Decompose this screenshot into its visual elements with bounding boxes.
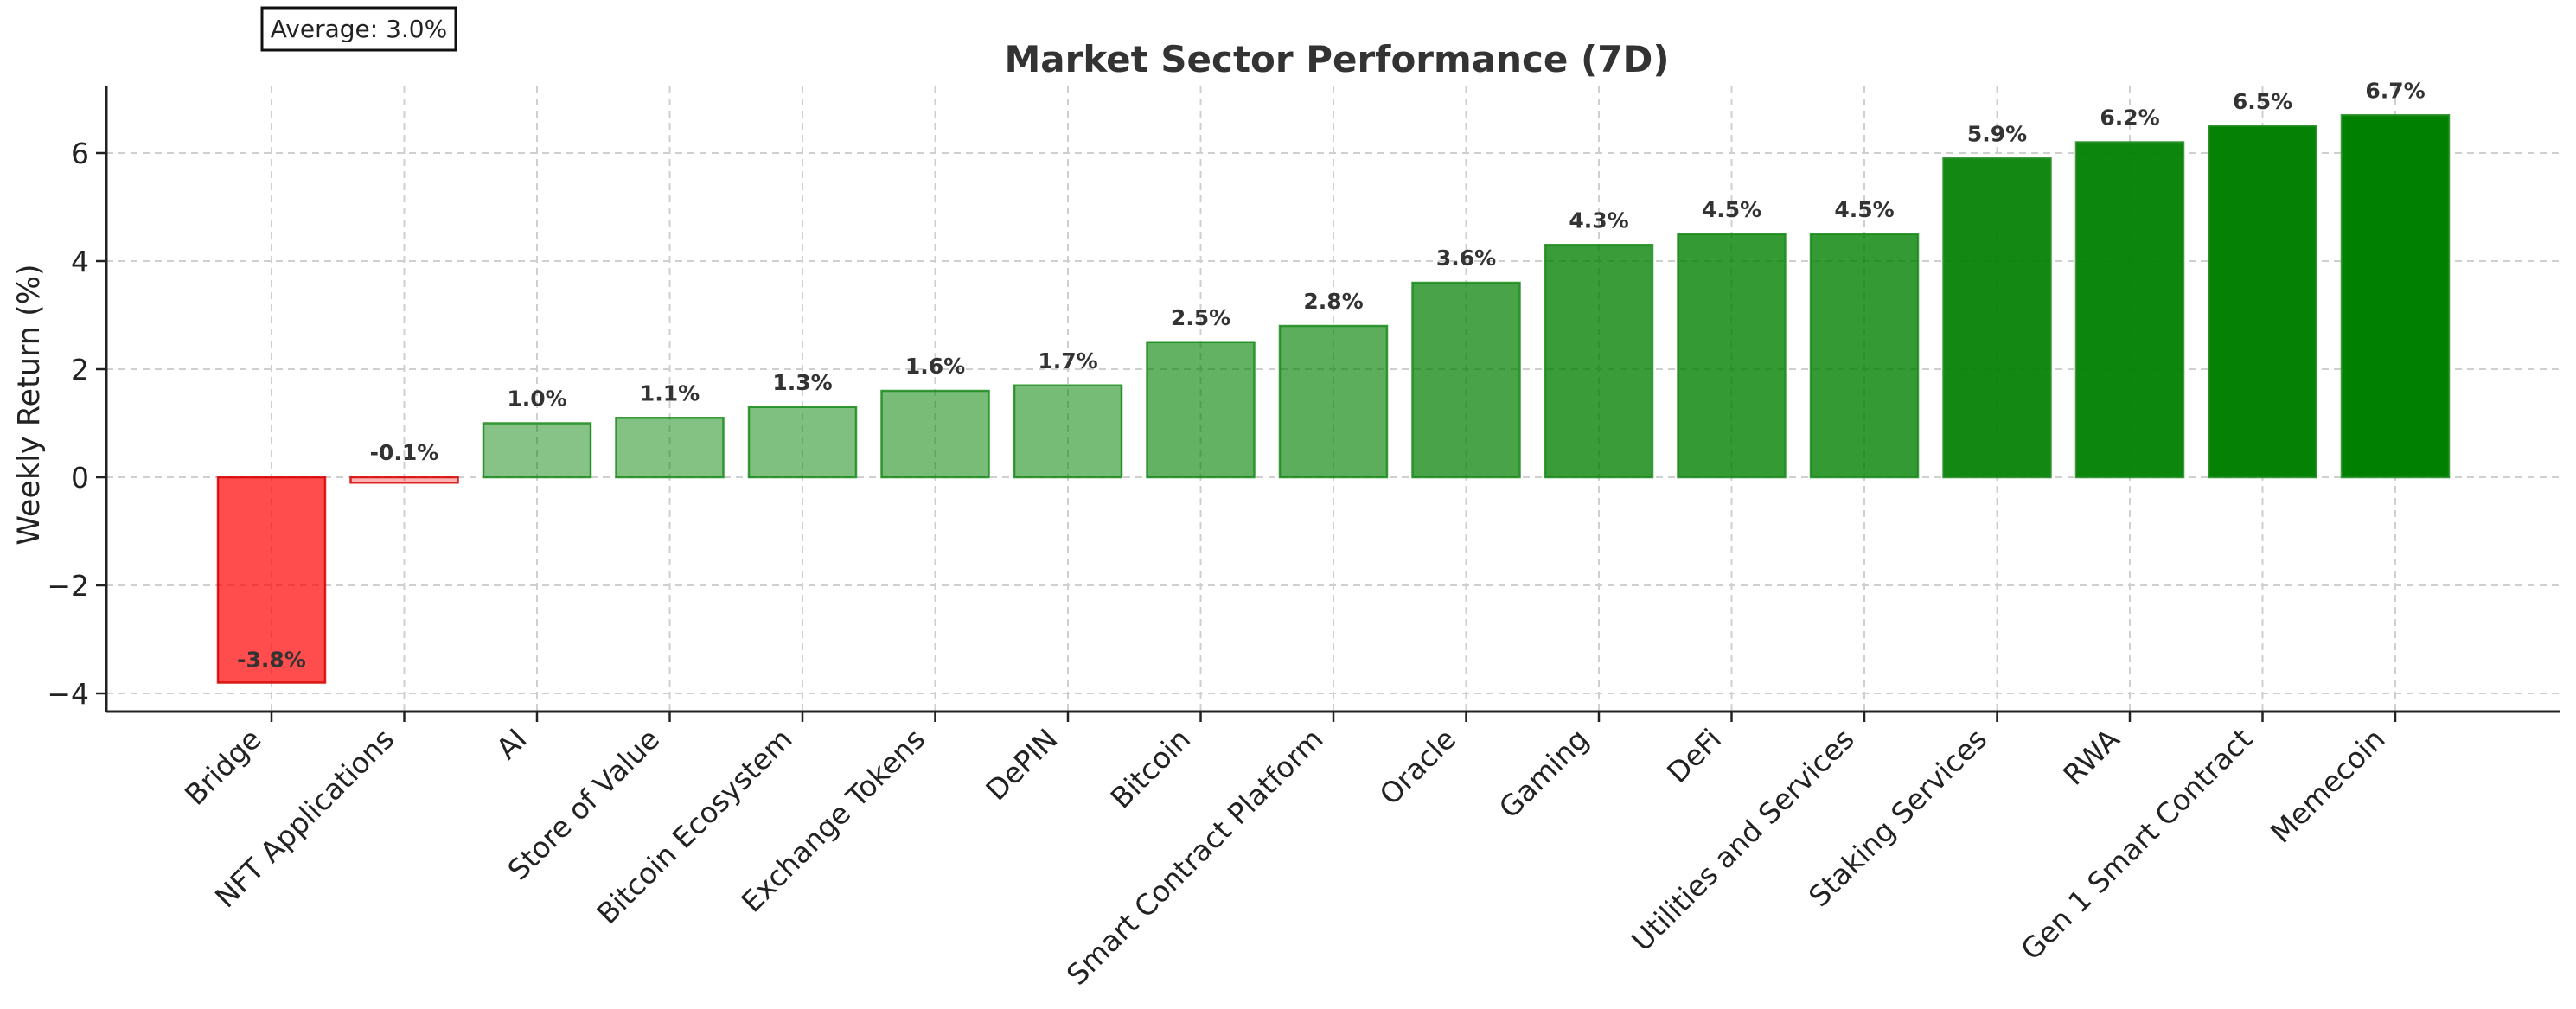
data-label: 2.8% <box>1303 289 1363 314</box>
bar-layer <box>216 114 2451 684</box>
bar-gaming <box>1544 244 1654 479</box>
data-label: 4.5% <box>1702 197 1761 222</box>
x-tick-label: Bitcoin <box>1104 722 1198 815</box>
bar-oracle <box>1411 281 1521 479</box>
x-tick-label: Utilities and Services <box>1625 722 1861 958</box>
data-label: 1.0% <box>507 386 566 412</box>
y-axis-label: Weekly Return (%) <box>12 264 47 545</box>
bar-ai <box>482 422 592 479</box>
bar-depin <box>1013 384 1123 479</box>
x-tick-label: AI <box>489 722 533 765</box>
bar-bitcoin <box>1146 341 1256 479</box>
data-label: 4.5% <box>1834 197 1894 222</box>
data-label-layer: -3.8% -0.1% 1.0% 1.1% 1.3% 1.6% 1.7% 2.5% 2.8% 3.… <box>237 78 2426 672</box>
average-annotation-box <box>260 6 457 52</box>
bar-rwa <box>2074 141 2185 479</box>
x-tick-label: Gen 1 Smart Contract <box>2014 722 2259 967</box>
x-tick-label: Memecoin <box>2264 722 2392 850</box>
bar-staking-services <box>1942 157 2052 479</box>
data-label: -0.1% <box>370 440 439 465</box>
data-label: 6.7% <box>2365 78 2425 103</box>
x-tick-label: Oracle <box>1373 722 1463 812</box>
average-annotation-text: Average: 3.0% <box>271 15 447 43</box>
bar-memecoin <box>2340 114 2451 479</box>
chart-title: Market Sector Performance (7D) <box>1004 38 1669 80</box>
bar-nft-applications <box>349 476 459 484</box>
x-tick-label: Smart Contract Platform <box>1060 722 1330 992</box>
y-tick-label: 6 <box>71 137 89 170</box>
data-label: 4.3% <box>1569 208 1628 233</box>
bar-exchange-tokens <box>880 389 990 479</box>
x-tick-label: Bridge <box>178 722 268 812</box>
x-tick-label: Gaming <box>1493 722 1595 825</box>
y-tick-label: 2 <box>71 353 89 386</box>
data-label: 1.3% <box>772 370 832 395</box>
y-tick-label: −4 <box>47 677 89 711</box>
y-tick-label: −2 <box>47 569 89 603</box>
bar-store-of-value <box>615 417 725 479</box>
data-label: 1.6% <box>905 354 965 379</box>
y-tick-layer: −4 −2 0 2 4 6 <box>47 137 106 711</box>
bar-bridge <box>216 476 327 684</box>
data-label: 1.1% <box>640 380 700 406</box>
bar-gen-1-smart-contract <box>2208 125 2317 479</box>
x-tick-label: RWA <box>2056 722 2126 792</box>
data-label: 6.2% <box>2100 105 2159 131</box>
data-label: 3.6% <box>1436 246 1496 271</box>
bar-utilities-and-services <box>1809 233 1920 479</box>
data-label: 2.5% <box>1171 305 1230 330</box>
x-tick-label: DeFi <box>1660 722 1728 789</box>
y-tick-label: 4 <box>71 245 89 278</box>
bar-defi <box>1677 233 1787 479</box>
data-label: 1.7% <box>1038 348 1097 374</box>
data-label: 6.5% <box>2233 89 2292 114</box>
data-label: 5.9% <box>1967 121 2027 146</box>
y-tick-label: 0 <box>71 461 89 495</box>
average-annotation: Average: 3.0% <box>260 6 457 52</box>
bar-smart-contract-platform <box>1278 324 1389 479</box>
bar-bitcoin-ecosystem <box>747 406 858 479</box>
x-tick-label: DePIN <box>979 722 1064 807</box>
data-label: -3.8% <box>237 648 306 673</box>
